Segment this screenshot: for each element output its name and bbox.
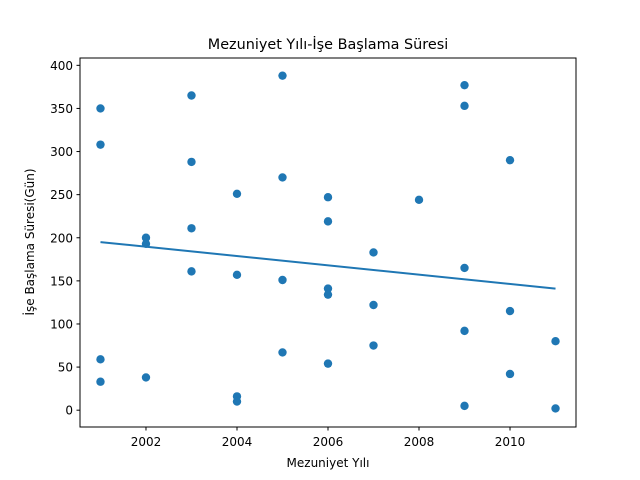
x-axis-label: Mezuniyet Yılı [287,456,370,470]
data-point [505,155,515,165]
data-point [323,284,333,293]
data-point [278,348,287,357]
data-point [232,397,242,406]
x-tick-label: 2008 [404,435,435,449]
y-tick-label: 250 [50,188,73,202]
data-point [96,104,105,113]
x-tick-label: 2006 [313,435,344,449]
y-tick-label: 100 [50,317,73,331]
data-point [460,401,469,411]
y-tick-label: 350 [50,102,73,116]
y-tick-label: 150 [50,274,73,288]
data-point [96,140,105,149]
y-tick-label: 200 [50,231,73,245]
x-tick-label: 2002 [131,435,162,449]
x-tick-label: 2004 [222,435,253,449]
data-point [278,71,287,80]
data-point [96,377,105,386]
data-point [141,373,151,382]
data-point [278,173,287,182]
data-point [369,248,378,257]
data-point [232,189,242,198]
x-axis: 2002 2004 2006 2008 2010 [131,427,526,449]
data-point [460,80,469,90]
data-point [460,101,469,111]
data-point [369,300,378,310]
data-point [551,404,560,413]
data-point [323,217,333,226]
plot-area [96,71,560,413]
data-point [323,193,333,202]
y-tick-label: 0 [65,404,73,418]
data-point [460,326,469,336]
data-point [505,306,515,316]
data-point [551,337,560,346]
data-point [505,369,515,379]
data-point [187,91,196,100]
data-point [187,157,196,167]
trend-line [100,241,556,290]
y-tick-label: 400 [50,59,73,73]
plot-frame [79,57,577,428]
data-point [96,355,105,364]
data-point [414,195,424,205]
y-axis-label: İşe Başlama Süresi(Gün) [22,168,37,315]
data-point [369,341,378,350]
data-point [460,263,469,273]
data-point [141,233,151,242]
data-point [187,267,196,276]
y-tick-label: 300 [50,145,73,159]
data-point [323,290,333,299]
y-axis: 0 50 100 150 200 250 300 350 400 [50,59,80,418]
data-point [323,359,333,368]
chart-title: Mezuniyet Yılı-İşe Başlama Süresi [208,35,448,53]
data-point [187,224,196,233]
data-point [232,270,242,280]
data-point [278,275,287,285]
x-tick-label: 2010 [495,435,526,449]
y-tick-label: 50 [58,361,73,375]
